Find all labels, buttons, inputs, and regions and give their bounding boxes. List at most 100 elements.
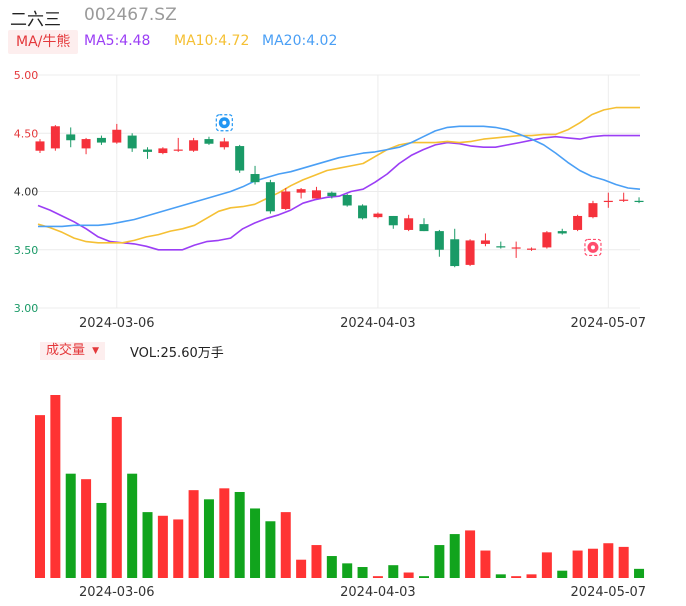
candle-body [388,215,398,226]
candle [603,192,613,208]
marker-center [222,120,227,125]
volume-bar [449,534,460,578]
candle-body [81,139,91,149]
candle [542,231,552,249]
volume-bars [35,395,645,578]
volume-bar [157,515,168,578]
candle-body [219,141,229,148]
candle [388,215,398,229]
candle-body [158,148,168,154]
candle [66,127,76,148]
candle-body [265,182,275,212]
candle-body [296,189,306,193]
volume-bar [296,559,307,578]
volume-bar [342,563,353,578]
y-tick-label: 4.00 [14,186,39,199]
price-axis: 5.00 4.50 4.00 3.50 3.00 [14,69,39,315]
volume-bar [618,546,629,578]
candle-body [434,231,444,250]
volume-date-label: 2024-04-03 [340,585,416,600]
volume-bar [81,479,92,578]
candle-body [557,231,567,234]
volume-bar [219,488,230,578]
candle [557,228,567,235]
candle-body [127,135,137,149]
date-axis: 2024-03-06 2024-04-03 2024-05-07 [79,316,646,331]
volume-bar [203,499,214,578]
candle [465,239,475,267]
candle [511,241,521,258]
ma-toggle-button[interactable]: MA/牛熊 [8,30,79,54]
candle [219,137,229,150]
volume-date-label: 2024-03-06 [79,585,155,600]
volume-bar [403,572,414,578]
candle-body [204,139,214,144]
candle [127,133,137,152]
candle [480,233,490,247]
bear-icon [215,114,233,132]
y-tick-label: 3.50 [14,244,39,257]
volume-bar [265,521,276,578]
candle [527,247,537,251]
candle-body [358,205,368,219]
candle-body [35,141,45,151]
volume-bar [311,545,322,578]
volume-bar [326,556,337,578]
volume-bar [65,473,76,578]
caret-down-icon: ▼ [92,346,100,356]
candle [50,125,60,151]
candle-body [96,137,106,143]
candle-body [527,248,537,250]
candle-body [404,218,414,230]
candle-body [250,174,260,183]
stock-name: 二六三 [10,10,61,30]
candle [588,200,598,219]
candle [189,137,199,152]
candle [450,228,460,268]
candle [281,188,291,211]
candle [143,147,153,159]
candle [619,192,629,202]
candle-body [496,246,506,248]
candle [496,241,506,249]
volume-bar [35,415,45,578]
marker-frame [215,114,233,132]
volume-bar [603,543,614,578]
volume-bar [173,519,184,578]
candle-body [112,129,122,143]
volume-bar [234,491,245,578]
volume-bar [142,512,153,578]
ma10-legend: MA10:4.72 [174,33,250,49]
candle-body [603,200,613,203]
volume-bar [541,552,552,578]
volume-bar [634,568,645,578]
candle-body [281,191,291,209]
candle [327,191,337,199]
candle-body [143,149,153,152]
candle-body [327,192,337,197]
ma5-line [37,134,640,251]
volume-bar [465,530,476,578]
volume-bar [572,550,583,578]
candle [434,229,444,257]
volume-bar [127,473,138,578]
candle [419,218,429,232]
candle [573,214,583,232]
ma5-legend: MA5:4.48 [84,33,151,49]
candle [250,165,260,185]
candle-body [173,149,183,151]
candle [235,144,245,173]
candle-body [634,200,644,203]
ma20-legend: MA20:4.02 [262,33,338,49]
volume-date-axis: 2024-03-06 2024-04-03 2024-05-07 [79,585,646,600]
candlesticks [35,123,644,268]
candle-body [619,199,629,201]
candle-body [342,194,352,206]
moving-averages [37,106,641,251]
volume-indicator-button[interactable]: 成交量 ▼ [40,342,106,360]
candle [634,197,644,204]
candle-body [235,146,245,171]
volume-bar [96,502,107,578]
candle-body [588,203,598,218]
candle [112,123,122,144]
